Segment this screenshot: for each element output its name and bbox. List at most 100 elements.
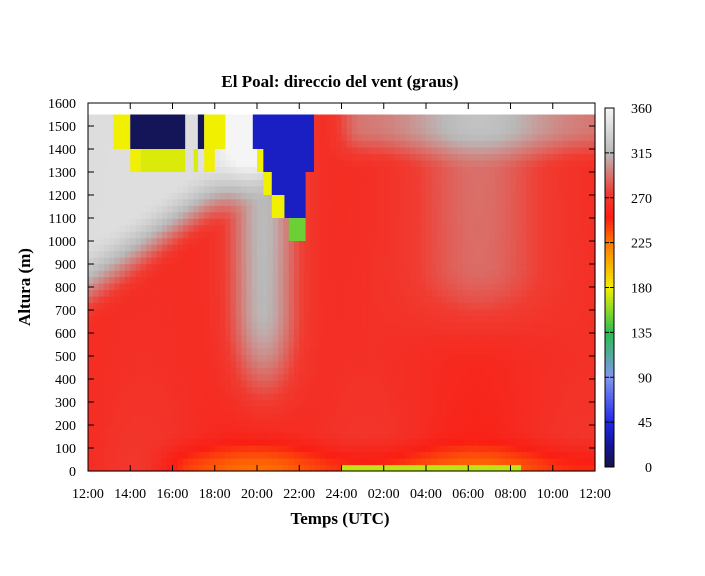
heatmap-cell (109, 295, 116, 304)
heatmap-cell (468, 419, 475, 427)
heatmap-cell (521, 133, 527, 142)
heatmap-cell (193, 218, 200, 226)
heatmap-cell (473, 263, 480, 271)
heatmap-cell (204, 270, 211, 278)
heatmap-cell (415, 224, 422, 232)
heatmap-cell (341, 179, 348, 187)
heatmap-cell (420, 140, 427, 148)
heatmap-cell (241, 140, 248, 148)
heatmap-cell (404, 425, 411, 433)
heatmap-cell (410, 354, 417, 362)
heatmap-cell (521, 211, 527, 219)
heatmap-cell (325, 315, 332, 323)
heatmap-cell (161, 205, 168, 213)
heatmap-cell (383, 412, 390, 420)
heatmap-cell (436, 127, 443, 135)
heatmap-cell (521, 393, 527, 401)
heatmap-cell (494, 432, 501, 440)
heatmap-cell (357, 159, 364, 167)
heatmap-cell (309, 218, 316, 226)
heatmap-cell (225, 438, 232, 446)
heatmap-cell (531, 120, 538, 129)
heatmap-cell (420, 464, 427, 472)
heatmap-cell (283, 283, 290, 291)
heatmap-cell (156, 276, 163, 284)
heatmap-cell (426, 412, 432, 420)
heatmap-cell (225, 114, 232, 122)
heatmap-cell (146, 244, 152, 252)
heatmap-cell (484, 172, 490, 180)
heatmap-cell (156, 198, 163, 206)
heatmap-cell (257, 438, 263, 446)
heatmap-cell (373, 205, 380, 213)
heatmap-cell (220, 205, 226, 213)
heatmap-cell (320, 315, 327, 323)
heatmap-cell (293, 295, 300, 304)
heatmap-cell (394, 133, 401, 142)
heatmap-cell (420, 120, 427, 129)
heatmap-cell (341, 347, 348, 355)
heatmap-cell (299, 263, 306, 271)
heatmap-cell (499, 432, 506, 440)
heatmap-cell (352, 432, 358, 440)
heatmap-cell (499, 244, 506, 252)
heatmap-cell (251, 451, 258, 459)
heatmap-cell (378, 276, 385, 284)
heatmap-cell (531, 244, 538, 252)
heatmap-cell (135, 458, 142, 466)
heatmap-cell (98, 334, 105, 342)
heatmap-cell (341, 458, 348, 466)
heatmap-cell (235, 412, 242, 420)
heatmap-cell (140, 386, 147, 394)
heatmap-cell (352, 224, 358, 232)
heatmap-cell (357, 289, 364, 297)
heatmap-cell (241, 451, 248, 459)
heatmap-cell (220, 393, 226, 401)
heatmap-cell (98, 270, 105, 278)
heatmap-cell (499, 211, 506, 219)
heatmap-cell (515, 334, 522, 342)
heatmap-cell (235, 308, 242, 317)
heatmap-cell (209, 347, 216, 355)
heatmap-cell (172, 270, 179, 278)
heatmap-cell (478, 211, 485, 219)
heatmap-cell (88, 205, 94, 213)
heatmap-cell (88, 211, 94, 219)
heatmap-cell (130, 257, 137, 265)
heatmap-cell (462, 283, 469, 291)
heatmap-cell (526, 432, 533, 440)
heatmap-cell (436, 315, 443, 323)
heatmap-cell (272, 302, 279, 310)
heatmap-cell (103, 406, 110, 414)
heatmap-cell (420, 263, 427, 271)
heatmap-cell (489, 289, 496, 297)
heatmap-cell (246, 198, 253, 206)
heatmap-cell (489, 308, 496, 317)
heatmap-cell (204, 334, 211, 342)
heatmap-cell (156, 451, 163, 459)
heatmap-cell (246, 393, 253, 401)
heatmap-cell (198, 205, 205, 213)
heatmap-cell (124, 445, 131, 453)
heatmap-cell (489, 244, 496, 252)
heatmap-cell (315, 270, 321, 278)
heatmap-cell (103, 198, 110, 206)
heatmap-cell (214, 438, 221, 446)
heatmap-cell (563, 464, 570, 472)
heatmap-cell (267, 380, 274, 388)
heatmap-cell (330, 250, 337, 258)
heatmap-cell (156, 406, 163, 414)
heatmap-cell (88, 295, 94, 304)
heatmap-cell (119, 315, 126, 323)
heatmap-cell (88, 244, 94, 252)
heatmap-cell (431, 133, 438, 142)
heatmap-cell (373, 127, 380, 135)
heatmap-cell (383, 464, 390, 472)
heatmap-cell (536, 127, 543, 135)
heatmap-cell (98, 146, 105, 154)
heatmap-cell (336, 172, 343, 180)
heatmap-cell (341, 276, 348, 284)
heatmap-cell (177, 172, 184, 180)
heatmap-cell (309, 270, 316, 278)
heatmap-cell (103, 445, 110, 453)
